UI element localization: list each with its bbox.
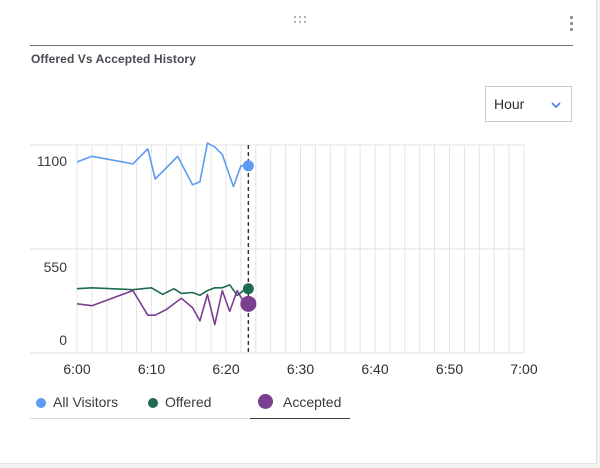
legend-label: Offered	[165, 394, 212, 410]
legend-item-accepted[interactable]: Accepted	[250, 391, 350, 419]
series-marker-accepted	[240, 295, 257, 312]
legend-dot-icon	[148, 398, 158, 408]
legend-item-offered[interactable]: Offered	[134, 391, 250, 419]
widget-title: Offered Vs Accepted History	[31, 52, 196, 66]
x-tick-label: 6:20	[212, 361, 239, 377]
series-marker-all-visitors	[242, 160, 254, 172]
title-divider	[30, 45, 573, 46]
history-line-chart: 1100 550 0 6:00 6:10 6:20 6:30 6:40 6:50 7:00	[30, 142, 538, 377]
x-tick-label: 7:00	[510, 361, 537, 377]
time-range-select[interactable]: Hour	[485, 86, 572, 122]
x-tick-label: 6:10	[138, 361, 165, 377]
x-tick-label: 6:50	[436, 361, 463, 377]
chevron-down-icon	[551, 102, 561, 109]
legend-item-all-visitors[interactable]: All Visitors	[30, 391, 134, 419]
x-tick-label: 6:00	[63, 361, 90, 377]
y-tick-label: 550	[44, 259, 68, 275]
legend-label: All Visitors	[53, 394, 119, 410]
legend-label: Accepted	[283, 394, 342, 410]
y-tick-label: 0	[59, 332, 67, 348]
series-marker-offered	[242, 283, 254, 295]
x-tick-label: 6:40	[361, 361, 388, 377]
more-vertical-icon[interactable]	[565, 14, 577, 32]
y-tick-label: 1100	[37, 153, 67, 169]
x-tick-label: 6:30	[287, 361, 314, 377]
series-line-offered	[76, 284, 249, 297]
series-line-accepted	[76, 289, 249, 326]
legend-dot-icon	[258, 394, 273, 409]
drag-grip-icon[interactable]	[294, 16, 308, 28]
series-line-all-visitors	[76, 142, 249, 188]
legend-dot-icon	[36, 398, 46, 408]
time-range-value: Hour	[494, 96, 525, 112]
